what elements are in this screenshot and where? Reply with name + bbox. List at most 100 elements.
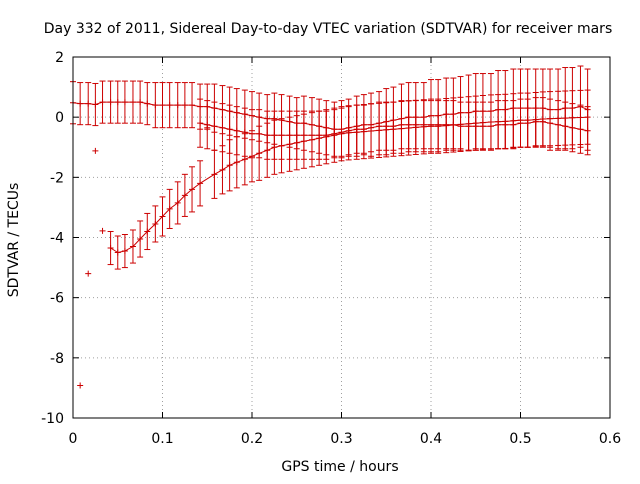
series-line	[110, 116, 588, 254]
y-tick-label: 2	[55, 50, 64, 66]
data-point	[517, 120, 524, 127]
data-point	[121, 99, 128, 106]
data-point	[278, 132, 285, 139]
data-point	[376, 123, 383, 130]
data-point	[219, 166, 226, 173]
y-tick-label: -6	[50, 291, 64, 307]
data-point	[211, 123, 218, 130]
x-tick-label: 0.1	[151, 431, 173, 447]
data-point	[539, 118, 546, 125]
data-point	[569, 124, 576, 131]
data-point	[166, 102, 173, 109]
data-point	[129, 243, 136, 250]
data-point	[428, 121, 434, 128]
data-point	[256, 130, 263, 137]
x-tick-label: 0.3	[330, 431, 352, 447]
y-tick-label: -8	[50, 351, 64, 367]
data-point	[77, 382, 84, 389]
data-point	[137, 99, 144, 106]
data-point	[524, 120, 531, 127]
y-tick-label: -4	[50, 231, 64, 247]
data-point	[197, 120, 204, 127]
data-point	[264, 132, 271, 139]
x-tick-label: 0.4	[420, 431, 442, 447]
x-tick-label: 0	[69, 431, 78, 447]
data-point	[159, 213, 166, 220]
data-point	[226, 162, 233, 169]
data-point	[331, 130, 338, 137]
data-point	[360, 126, 367, 133]
data-point	[271, 132, 278, 139]
data-point	[383, 123, 390, 130]
data-point	[353, 126, 360, 133]
data-point	[204, 121, 211, 128]
data-point	[181, 192, 188, 199]
data-point	[174, 102, 181, 109]
data-point	[510, 121, 517, 128]
data-point	[159, 102, 166, 109]
data-point	[577, 126, 584, 133]
data-point	[345, 127, 352, 134]
data-point	[152, 220, 159, 227]
data-point	[144, 228, 151, 235]
data-point	[129, 99, 136, 106]
data-point	[114, 249, 121, 256]
data-point	[211, 171, 218, 178]
chart-title: Day 332 of 2011, Sidereal Day-to-day VTE…	[44, 21, 612, 37]
data-point	[241, 156, 248, 163]
data-point	[241, 129, 248, 136]
y-tick-label: -2	[50, 170, 64, 186]
data-point	[547, 120, 554, 127]
data-point	[316, 132, 323, 139]
data-point	[584, 127, 591, 134]
data-point	[532, 118, 539, 125]
data-point	[114, 99, 121, 106]
y-axis-label: SDTVAR / TECUs	[6, 183, 22, 298]
data-point	[233, 159, 240, 166]
data-point	[465, 123, 472, 130]
data-point	[300, 132, 307, 139]
data-point	[487, 123, 494, 130]
y-tick-label: 0	[55, 110, 64, 126]
data-point	[443, 121, 450, 128]
data-point	[495, 121, 502, 128]
data-point	[368, 124, 375, 131]
data-point	[479, 123, 486, 130]
data-point	[219, 124, 226, 131]
data-point	[166, 205, 173, 212]
data-point	[92, 147, 99, 154]
series-middle	[197, 97, 591, 160]
data-point	[99, 227, 106, 234]
data-point	[412, 121, 419, 128]
data-point	[197, 180, 204, 187]
data-point	[181, 102, 188, 109]
data-point	[137, 236, 144, 243]
data-point	[226, 126, 233, 133]
axis-ticks: 0 0.1 0.2 0.3 0.4 0.5 0.6 -10 -8 -6 -4 -2 0 2	[41, 50, 621, 447]
data-point	[77, 100, 84, 107]
data-point	[99, 99, 106, 106]
data-point	[85, 270, 92, 277]
data-point	[233, 127, 240, 134]
data-point	[405, 121, 412, 128]
data-point	[152, 102, 159, 109]
data-layer	[70, 65, 591, 389]
data-point	[107, 99, 114, 106]
data-point	[390, 123, 397, 130]
data-point	[338, 129, 345, 136]
data-point	[472, 123, 479, 130]
data-point	[92, 101, 99, 108]
x-tick-label: 0.2	[241, 431, 263, 447]
y-tick-label: -10	[41, 411, 64, 427]
data-point	[189, 102, 196, 109]
data-point	[286, 132, 293, 139]
x-tick-label: 0.5	[509, 431, 531, 447]
x-axis-label: GPS time / hours	[281, 459, 398, 475]
data-point	[420, 121, 427, 128]
data-point	[85, 100, 92, 107]
data-point	[293, 132, 300, 139]
data-point	[555, 121, 562, 128]
data-point	[562, 123, 569, 130]
data-point	[502, 121, 509, 128]
